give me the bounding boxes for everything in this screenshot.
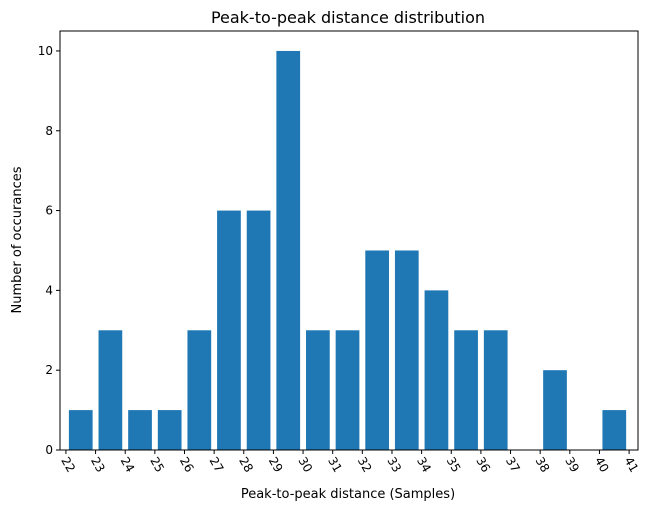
plot-frame bbox=[59, 30, 639, 451]
bar-24 bbox=[128, 410, 152, 450]
x-axis-ticks: 22 23 24 25 26 27 28 29 30 31 32 33 34 35 36 37 38 39 40 41 bbox=[58, 450, 641, 475]
x-tick-label: 39 bbox=[562, 455, 582, 475]
y-tick-label: 8 bbox=[45, 124, 53, 138]
x-tick-label: 30 bbox=[295, 455, 315, 475]
y-tick-label: 6 bbox=[45, 204, 53, 218]
bar-23 bbox=[98, 330, 123, 450]
x-tick-label: 35 bbox=[444, 455, 464, 475]
bar-22 bbox=[68, 410, 93, 450]
bar-29 bbox=[276, 50, 301, 450]
x-axis-label: Peak-to-peak distance (Samples) bbox=[241, 487, 455, 502]
bar-38 bbox=[543, 370, 567, 450]
x-tick-label: 27 bbox=[207, 455, 227, 475]
bar-31 bbox=[335, 330, 360, 450]
x-tick-label: 23 bbox=[88, 455, 108, 475]
x-tick-label: 36 bbox=[473, 455, 493, 475]
bar-34 bbox=[424, 290, 449, 450]
x-tick-label: 24 bbox=[118, 455, 138, 475]
x-tick-label: 32 bbox=[355, 455, 375, 475]
bar-32 bbox=[365, 250, 390, 450]
x-tick-label: 38 bbox=[533, 455, 553, 475]
y-axis-ticks: 0 2 4 6 8 10 bbox=[38, 44, 60, 457]
x-tick-label: 34 bbox=[414, 455, 434, 475]
y-tick-label: 0 bbox=[45, 443, 53, 457]
y-tick-label: 4 bbox=[45, 283, 53, 297]
x-tick-label: 28 bbox=[236, 455, 256, 475]
bar-36 bbox=[483, 330, 508, 450]
bar-25 bbox=[157, 410, 182, 450]
bar-40 bbox=[602, 410, 627, 450]
bar-28 bbox=[246, 210, 271, 450]
y-axis-label: Number of occurances bbox=[10, 166, 25, 313]
x-tick-label: 37 bbox=[503, 455, 523, 475]
bar-35 bbox=[454, 330, 478, 450]
bar-30 bbox=[306, 330, 330, 450]
x-tick-label: 31 bbox=[325, 455, 345, 475]
x-tick-label: 29 bbox=[266, 455, 286, 475]
x-tick-label: 40 bbox=[592, 455, 612, 475]
x-tick-label: 41 bbox=[622, 455, 642, 475]
bar-26 bbox=[187, 330, 212, 450]
y-tick-label: 2 bbox=[45, 363, 53, 377]
x-tick-label: 26 bbox=[177, 455, 197, 475]
x-tick-label: 33 bbox=[384, 455, 404, 475]
bar-27 bbox=[217, 210, 241, 450]
bars-group bbox=[68, 50, 627, 450]
x-tick-label: 22 bbox=[58, 455, 78, 475]
bar-33 bbox=[394, 250, 419, 450]
y-tick-label: 10 bbox=[38, 44, 53, 58]
chart-title: Peak-to-peak distance distribution bbox=[211, 8, 485, 27]
x-tick-label: 25 bbox=[147, 455, 167, 475]
